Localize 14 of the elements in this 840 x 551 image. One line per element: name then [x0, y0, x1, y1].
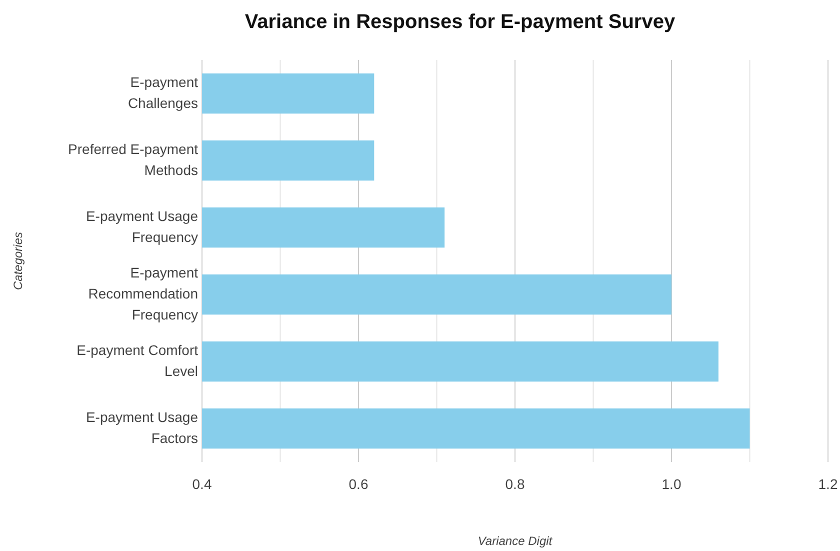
chart-title: Variance in Responses for E-payment Survey: [244, 11, 676, 33]
y-axis-title: Categories: [11, 232, 25, 290]
x-axis-title: Variance Digit: [478, 534, 553, 548]
x-tick-label: 1.0: [662, 476, 682, 492]
x-tick-label: 0.8: [505, 476, 525, 492]
y-tick-label: E-payment Comfort Level: [76, 342, 198, 379]
y-tick-label: E-payment Challenges: [128, 74, 198, 111]
y-tick-label: E-payment Usage Factors: [86, 408, 198, 446]
y-tick-label: E-payment Usage Frequency: [86, 208, 198, 245]
x-tick-label: 0.4: [192, 476, 212, 492]
x-tick-label: 1.2: [818, 476, 838, 492]
y-tick-label: Preferred E-payment Methods: [68, 140, 198, 178]
x-tick-label: 0.6: [348, 476, 368, 492]
y-tick-label: E-payment Recommendation Frequency: [88, 264, 198, 322]
